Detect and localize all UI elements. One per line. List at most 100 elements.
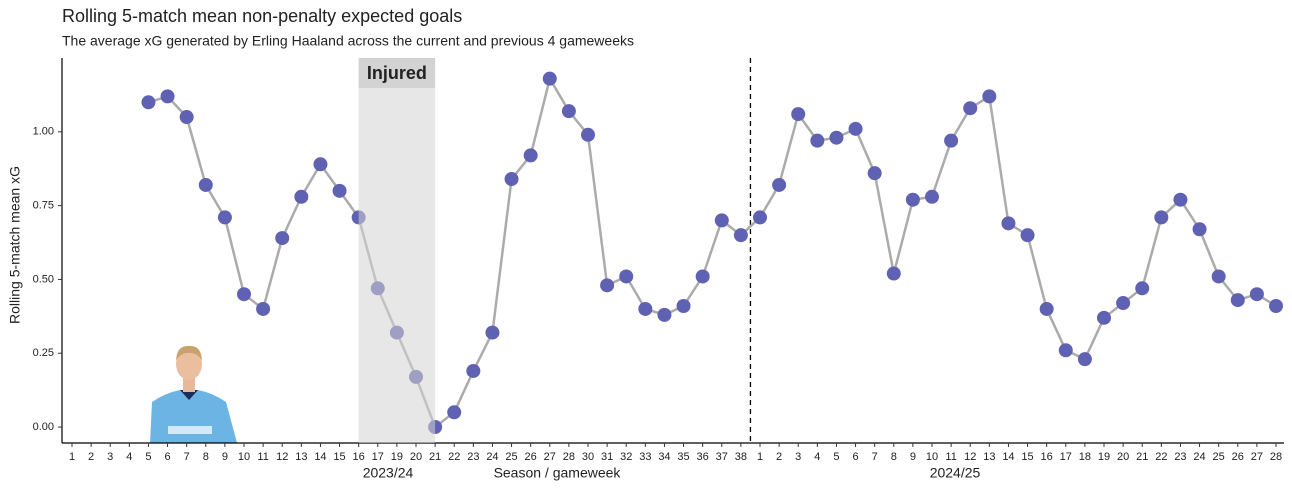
x-tick-label: 26 [525, 451, 537, 463]
x-tick-label: 17 [372, 451, 384, 463]
y-tick-label: 0.00 [33, 421, 54, 433]
x-tick-label: 35 [677, 451, 689, 463]
point [581, 127, 595, 142]
point [447, 405, 462, 420]
x-tick-label: 3 [107, 451, 113, 463]
x-tick-label: 8 [891, 451, 897, 463]
x-tick-label: 20 [1117, 451, 1129, 463]
x-tick-label: 3 [795, 451, 801, 463]
point [963, 101, 978, 116]
point [256, 301, 271, 316]
y-tick-label: 0.50 [33, 273, 54, 285]
point [733, 228, 748, 243]
point [1211, 269, 1226, 284]
point [1039, 301, 1054, 316]
x-tick-label: 7 [184, 451, 190, 463]
x-tick-label: 5 [833, 451, 839, 463]
x-axis-label: Season / gameweek [494, 465, 622, 481]
point [1097, 310, 1111, 325]
point [638, 301, 653, 316]
x-tick-label: 32 [620, 451, 632, 463]
point [1001, 216, 1016, 231]
point [1058, 343, 1073, 358]
x-tick-label: 12 [964, 451, 976, 463]
point [944, 133, 959, 148]
point [141, 95, 156, 110]
point [810, 133, 825, 148]
point [753, 210, 767, 225]
point [1154, 210, 1169, 225]
x-tick-label: 6 [852, 451, 858, 463]
x-tick-label: 27 [1251, 451, 1263, 463]
point [925, 189, 939, 204]
x-tick-label: 15 [333, 451, 345, 463]
point [160, 89, 175, 104]
x-tick-label: 24 [1193, 451, 1205, 463]
y-axis-label: Rolling 5-match mean xG [7, 166, 23, 324]
injured-band [358, 58, 436, 443]
x-tick-label: 7 [872, 451, 878, 463]
x-tick-label: 37 [716, 451, 728, 463]
x-tick-label: 15 [1021, 451, 1033, 463]
point [1020, 228, 1035, 243]
point [905, 192, 920, 207]
x-tick-label: 5 [145, 451, 151, 463]
point [1230, 293, 1245, 308]
x-tick-label: 16 [353, 451, 365, 463]
x-tick-label: 2 [776, 451, 782, 463]
x-tick-label: 19 [391, 451, 403, 463]
x-tick-label: 11 [945, 451, 956, 463]
point [695, 269, 710, 284]
x-tick-label: 23 [467, 451, 479, 463]
x-tick-label: 25 [1213, 451, 1225, 463]
point [313, 157, 328, 172]
point [982, 89, 997, 104]
x-tick-label: 21 [429, 451, 441, 463]
x-tick-label: 10 [238, 451, 250, 463]
chart-title: Rolling 5-match mean non-penalty expecte… [62, 6, 462, 26]
point [657, 307, 672, 322]
x-tick-label: 13 [295, 451, 307, 463]
x-tick-label: 8 [203, 451, 209, 463]
annotation: Injured [367, 63, 427, 83]
x-tick-label: 38 [735, 451, 747, 463]
x-tick-label: 34 [658, 451, 670, 463]
x-tick-label: 36 [697, 451, 709, 463]
point [504, 172, 519, 187]
point [294, 189, 309, 204]
point [1116, 296, 1131, 311]
x-tick-label: 14 [1002, 451, 1014, 463]
x-tick-label: 28 [563, 451, 575, 463]
season-label: 2023/24 [363, 465, 414, 481]
point [848, 121, 863, 136]
point [466, 363, 481, 378]
point [1269, 299, 1283, 314]
x-tick-label: 4 [814, 451, 820, 463]
x-tick-label: 33 [639, 451, 651, 463]
point [542, 71, 557, 86]
y-tick-label: 0.75 [33, 200, 54, 212]
x-tick-label: 16 [1041, 451, 1053, 463]
x-tick-label: 9 [222, 451, 228, 463]
point [1249, 287, 1264, 302]
point [485, 325, 500, 340]
x-tick-label: 28 [1270, 451, 1282, 463]
x-tick-label: 22 [1155, 451, 1167, 463]
season-label: 2024/25 [930, 465, 981, 481]
x-tick-label: 11 [257, 451, 268, 463]
point [217, 210, 232, 225]
x-tick-label: 30 [582, 451, 594, 463]
x-tick-label: 31 [601, 451, 613, 463]
line [148, 77, 1277, 429]
x-tick-label: 9 [910, 451, 916, 463]
player-photo [150, 345, 237, 443]
point [1077, 352, 1092, 367]
x-tick-label: 24 [486, 451, 498, 463]
x-tick-label: 19 [1098, 451, 1110, 463]
x-tick-label: 1 [757, 451, 763, 463]
point [198, 177, 213, 192]
chart-subtitle: The average xG generated by Erling Haala… [62, 33, 634, 49]
point [714, 213, 729, 228]
point [561, 104, 576, 119]
